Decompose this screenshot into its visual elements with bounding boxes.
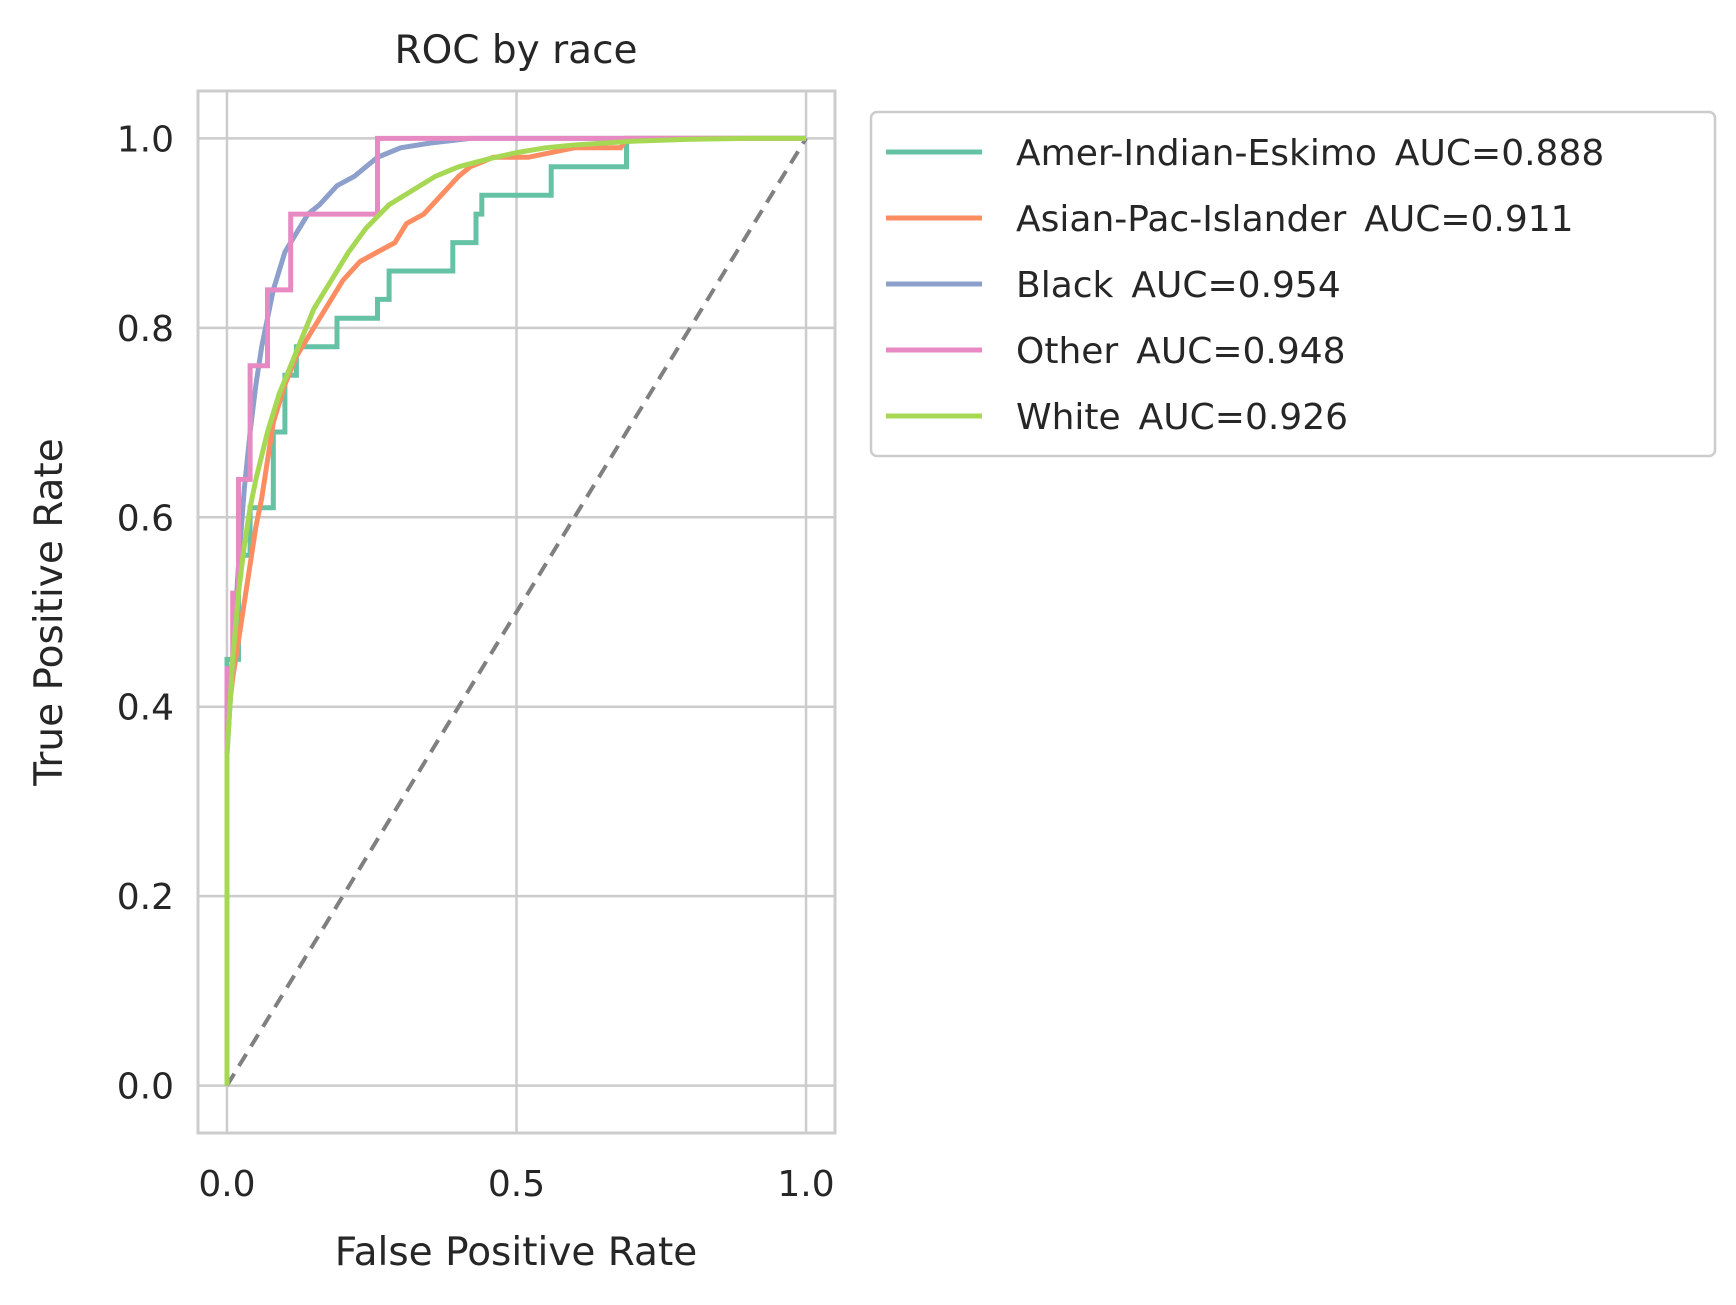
- y-tick-label: 0.2: [117, 877, 174, 918]
- chance-diagonal-line: [225, 137, 808, 1087]
- chart-title: ROC by race: [394, 28, 637, 73]
- legend-label: Asian-Pac-Islander AUC=0.911: [1016, 199, 1574, 240]
- x-tick-label: 0.0: [198, 1164, 255, 1205]
- legend-label: Amer-Indian-Eskimo AUC=0.888: [1016, 133, 1604, 174]
- legend: Amer-Indian-Eskimo AUC=0.888 Asian-Pac-Is…: [869, 110, 1717, 458]
- legend-label: Other AUC=0.948: [1016, 331, 1346, 372]
- tick-labels: 0.0 0.5 1.0 0.0 0.2 0.4 0.6 0.8 1.0: [117, 119, 835, 1205]
- y-axis-label: True Positive Rate: [27, 438, 72, 786]
- legend-label: Black AUC=0.954: [1016, 265, 1341, 306]
- x-tick-label: 0.5: [488, 1164, 545, 1205]
- legend-frame: [869, 110, 1717, 458]
- y-tick-label: 0.4: [117, 688, 174, 729]
- series-line-white: [224, 135, 806, 1086]
- series-line-asian-pac-islander: [224, 135, 806, 1086]
- y-tick-label: 0.0: [117, 1067, 174, 1108]
- plot-area: [224, 135, 808, 1087]
- y-tick-label: 0.8: [117, 309, 174, 350]
- axes-frame: [196, 89, 837, 1135]
- x-axis-label: False Positive Rate: [335, 1230, 697, 1275]
- y-tick-label: 0.6: [117, 498, 174, 539]
- y-tick-label: 1.0: [117, 119, 174, 160]
- x-tick-label: 1.0: [777, 1164, 834, 1205]
- legend-label: White AUC=0.926: [1016, 397, 1348, 438]
